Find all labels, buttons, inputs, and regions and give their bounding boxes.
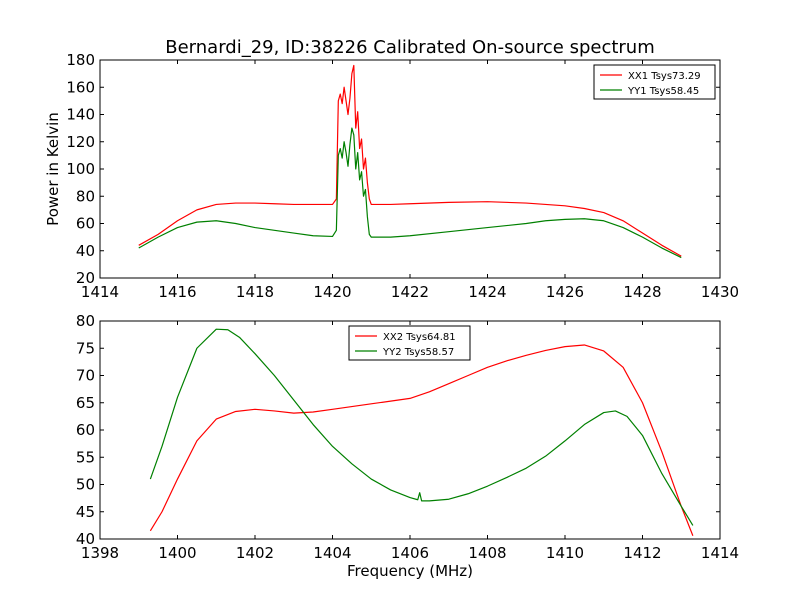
x-tick-label: 1408 xyxy=(468,544,506,562)
series-line-0-0 xyxy=(138,64,682,257)
x-tick-label: 1424 xyxy=(468,283,506,301)
y-tick-label: 40 xyxy=(76,242,95,260)
y-tick-label: 50 xyxy=(76,476,95,494)
x-tick-label: 1414 xyxy=(701,544,739,562)
series-line-0-1 xyxy=(138,127,682,259)
x-axis-label: Frequency (MHz) xyxy=(347,562,473,580)
y-tick-label: 65 xyxy=(76,394,95,412)
legend-box xyxy=(348,325,471,361)
x-tick-label: 1410 xyxy=(546,544,584,562)
x-tick-label: 1400 xyxy=(158,544,196,562)
x-tick-label: 1398 xyxy=(81,544,119,562)
y-tick-label: 45 xyxy=(76,503,95,521)
y-tick-label: 120 xyxy=(66,133,95,151)
x-tick-label: 1430 xyxy=(701,283,739,301)
x-tick-label: 1426 xyxy=(546,283,584,301)
y-tick-label: 60 xyxy=(76,421,95,439)
legend-label-1: YY2 Tsys58.57 xyxy=(382,347,454,358)
y-tick-label: 55 xyxy=(76,448,95,466)
y-axis-label: Power in Kelvin xyxy=(44,112,62,226)
y-tick-label: 180 xyxy=(66,51,95,69)
x-tick-label: 1422 xyxy=(391,283,429,301)
series-line-1-0 xyxy=(149,344,694,536)
legend-label-0: XX1 Tsys73.29 xyxy=(628,71,701,82)
y-tick-label: 75 xyxy=(76,339,95,357)
y-tick-label: 100 xyxy=(66,160,95,178)
figure-title: Bernardi_29, ID:38226 Calibrated On-sour… xyxy=(165,37,655,58)
x-tick-label: 1420 xyxy=(313,283,351,301)
y-tick-label: 20 xyxy=(76,269,95,287)
x-tick-label: 1416 xyxy=(158,283,196,301)
legend-label-0: XX2 Tsys64.81 xyxy=(383,332,456,343)
y-tick-label: 80 xyxy=(76,187,95,205)
y-tick-label: 160 xyxy=(66,78,95,96)
legend-box xyxy=(593,64,716,100)
x-tick-label: 1402 xyxy=(236,544,274,562)
bottom-plot: 1398 1400 1402 1404 1406 1408 1410 1412 1414 40 45… xyxy=(76,312,739,580)
top-plot: 1414 1416 1418 1420 1422 1424 1426 1428 1430 20 40… xyxy=(44,51,739,301)
x-tick-label: 1414 xyxy=(81,283,119,301)
y-tick-label: 80 xyxy=(76,312,95,330)
legend-label-1: YY1 Tsys58.45 xyxy=(627,86,699,97)
y-tick-label: 70 xyxy=(76,367,95,385)
y-tick-label: 60 xyxy=(76,215,95,233)
x-tick-label: 1412 xyxy=(623,544,661,562)
x-tick-label: 1418 xyxy=(236,283,274,301)
x-tick-label: 1404 xyxy=(313,544,351,562)
y-tick-label: 40 xyxy=(76,530,95,548)
y-tick-label: 140 xyxy=(66,106,95,124)
x-tick-label: 1406 xyxy=(391,544,429,562)
x-tick-label: 1428 xyxy=(623,283,661,301)
series-line-1-1 xyxy=(149,328,694,526)
